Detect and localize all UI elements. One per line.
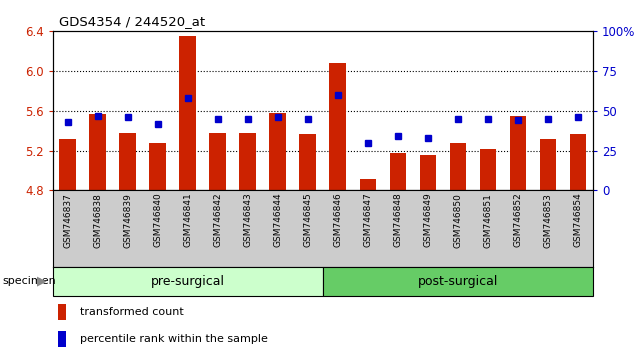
Text: GDS4354 / 244520_at: GDS4354 / 244520_at	[59, 15, 205, 28]
Text: GSM746840: GSM746840	[153, 193, 162, 247]
Text: GSM746849: GSM746849	[423, 193, 432, 247]
Bar	[540, 139, 556, 190]
Text: GSM746854: GSM746854	[574, 193, 583, 247]
Bar	[119, 133, 136, 190]
Text: ▶: ▶	[37, 275, 47, 287]
Text: GSM746851: GSM746851	[483, 193, 492, 247]
Bar	[420, 155, 436, 190]
Bar	[53, 267, 323, 296]
Text: GSM746844: GSM746844	[273, 193, 282, 247]
Bar	[89, 114, 106, 190]
Text: GSM746852: GSM746852	[513, 193, 522, 247]
Bar	[390, 153, 406, 190]
Text: GSM746838: GSM746838	[93, 193, 102, 247]
Text: post-surgical: post-surgical	[418, 275, 498, 287]
Text: GSM746848: GSM746848	[394, 193, 403, 247]
Text: GSM746837: GSM746837	[63, 193, 72, 247]
Text: GSM746839: GSM746839	[123, 193, 132, 247]
Bar	[269, 113, 286, 190]
Text: GSM746850: GSM746850	[453, 193, 462, 247]
Bar	[323, 267, 593, 296]
Text: GSM746853: GSM746853	[544, 193, 553, 247]
Bar	[360, 178, 376, 190]
Text: GSM746846: GSM746846	[333, 193, 342, 247]
Text: pre-surgical: pre-surgical	[151, 275, 224, 287]
Text: transformed count: transformed count	[79, 307, 183, 317]
Text: GSM746841: GSM746841	[183, 193, 192, 247]
Text: GSM746845: GSM746845	[303, 193, 312, 247]
Bar	[329, 63, 346, 190]
Text: GSM746842: GSM746842	[213, 193, 222, 247]
Bar	[240, 133, 256, 190]
Bar	[60, 139, 76, 190]
Text: GSM746843: GSM746843	[243, 193, 252, 247]
Bar	[58, 331, 65, 347]
Text: specimen: specimen	[2, 276, 56, 286]
Bar	[570, 134, 586, 190]
Text: percentile rank within the sample: percentile rank within the sample	[79, 334, 267, 344]
Bar	[149, 143, 166, 190]
Bar	[58, 304, 65, 320]
Bar	[210, 133, 226, 190]
Bar	[479, 149, 496, 190]
Bar	[449, 143, 466, 190]
Bar	[299, 134, 316, 190]
Bar	[510, 116, 526, 190]
Bar	[179, 36, 196, 190]
Text: GSM746847: GSM746847	[363, 193, 372, 247]
